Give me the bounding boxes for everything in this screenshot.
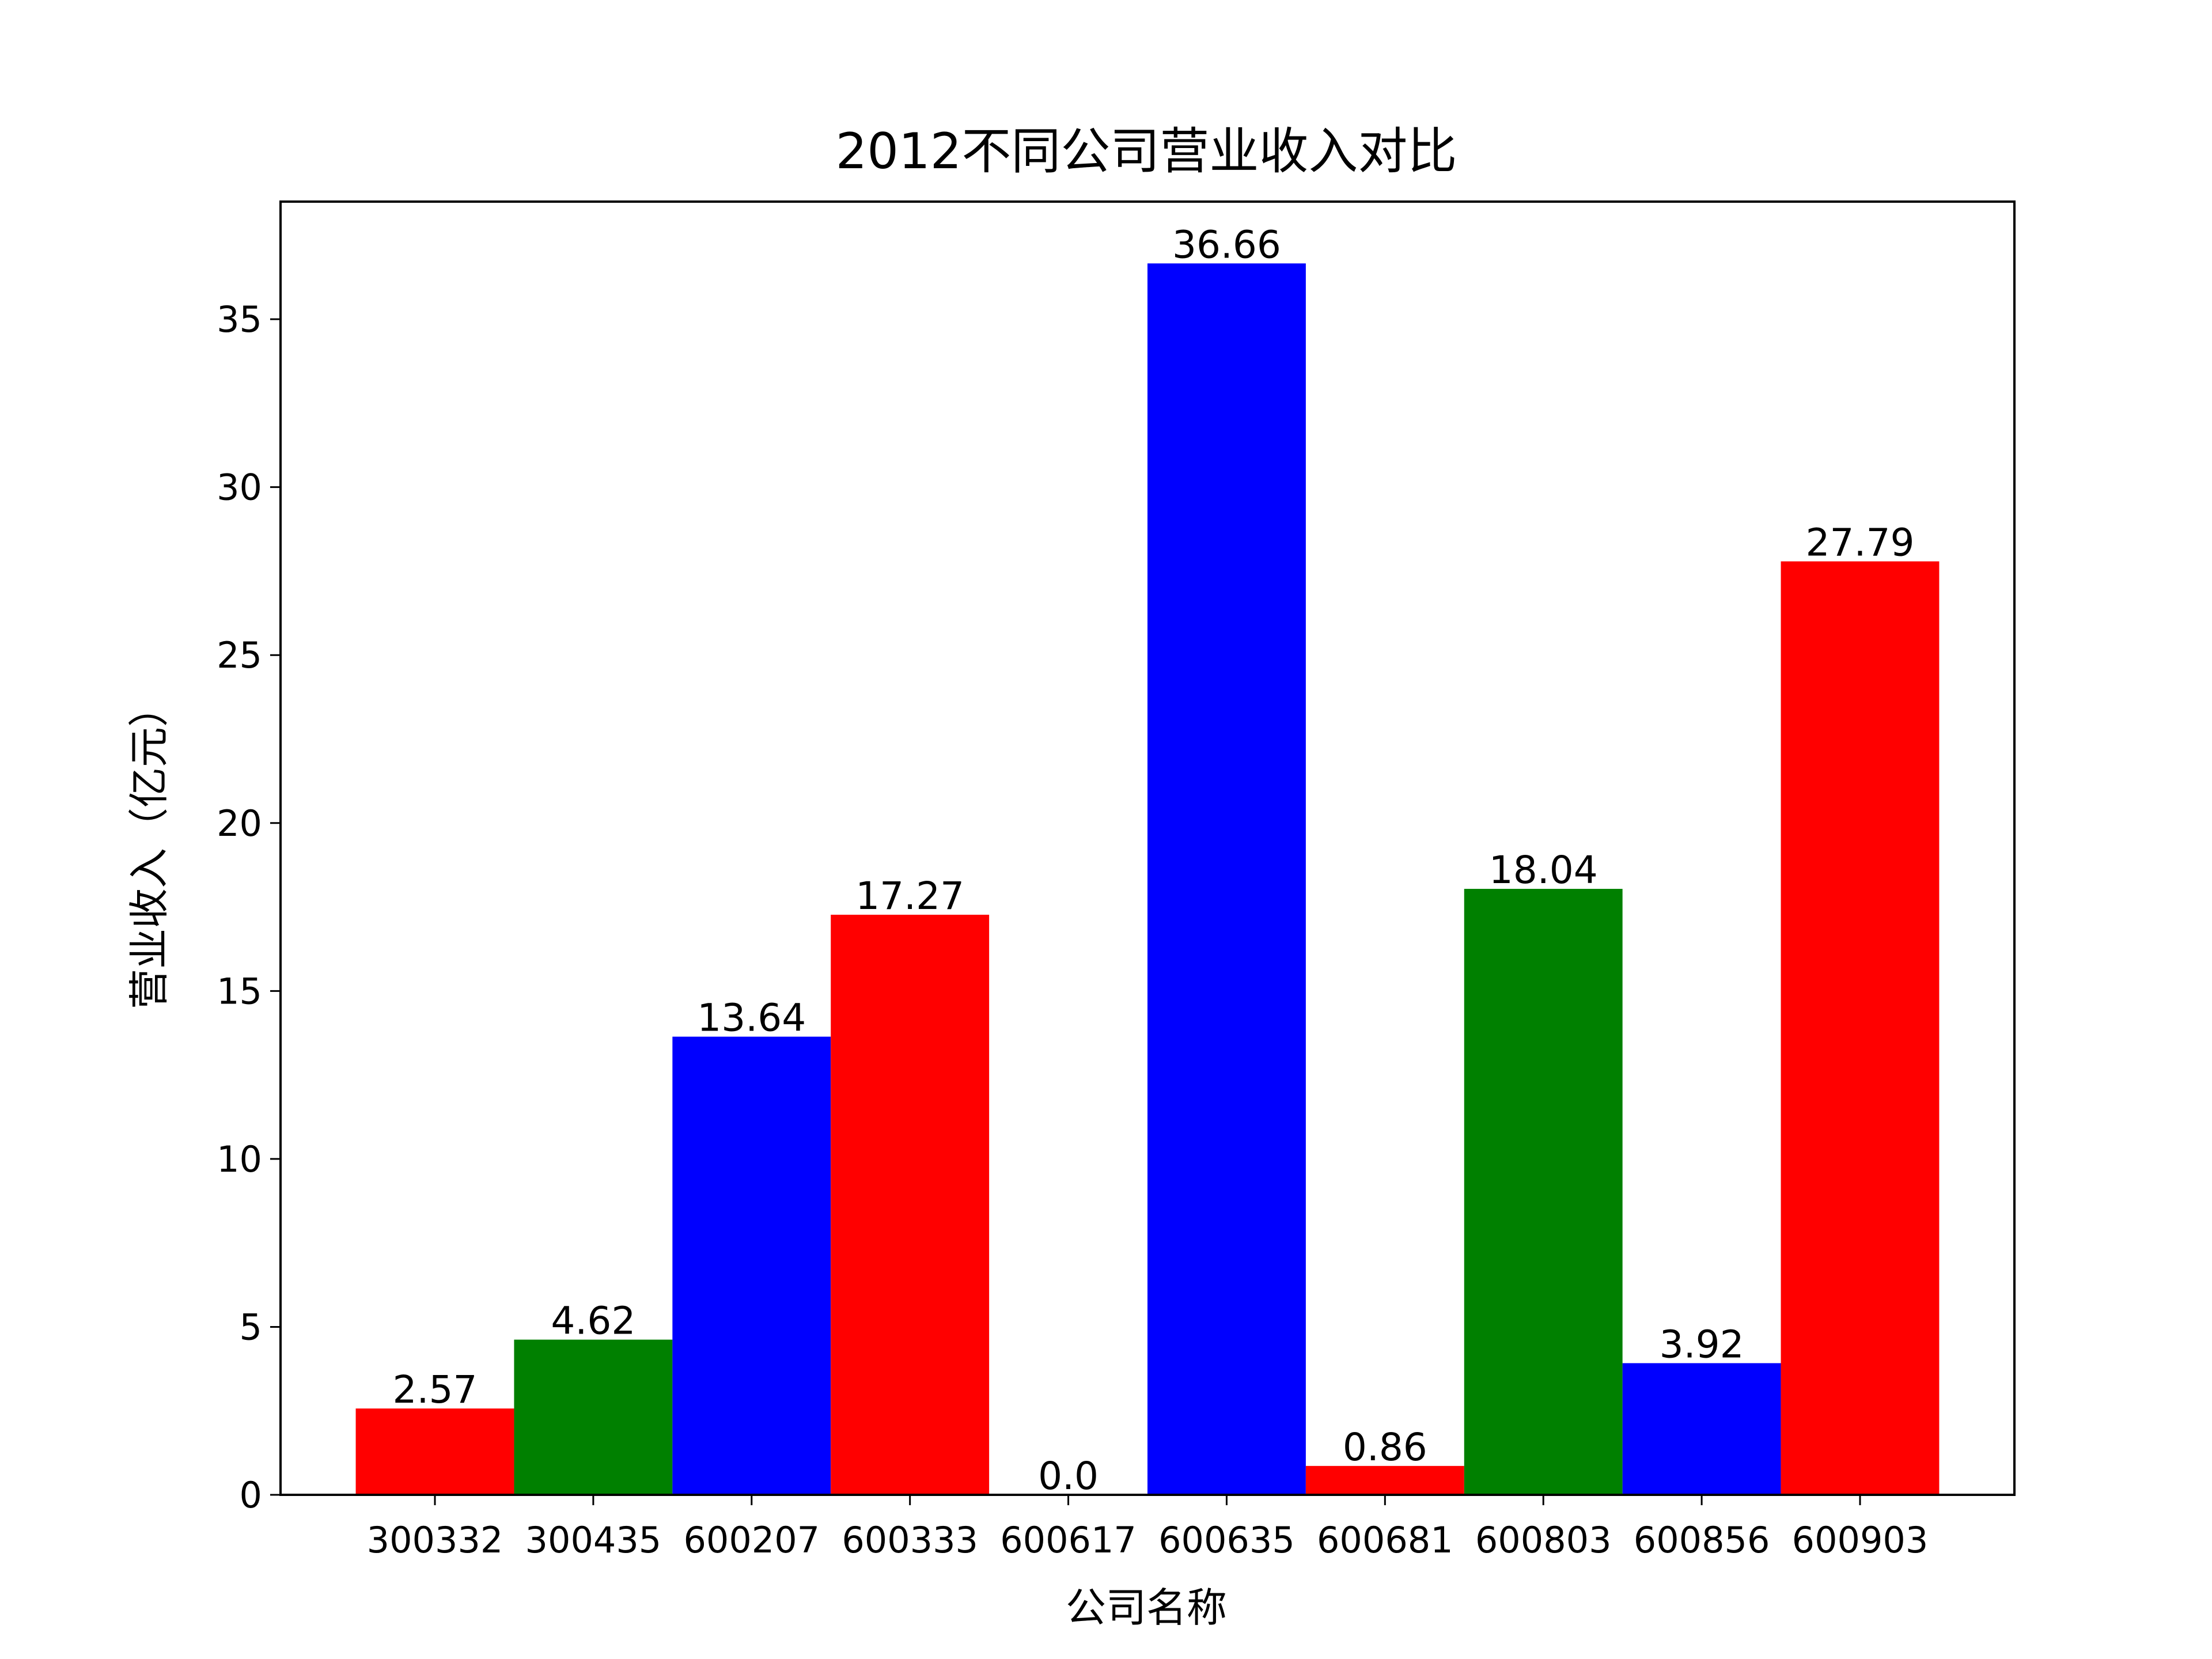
y-tick-label-5: 5 (240, 1306, 262, 1348)
chart-title: 2012不同公司营业收入对比 (836, 123, 1457, 180)
x-tick-label-300435: 300435 (525, 1519, 662, 1561)
bar-600333 (831, 914, 990, 1495)
data-labels-group: 2.57 4.62 13.64 17.27 0.0 36.66 0.86 18.04 3.92 2… (393, 222, 1915, 1498)
data-label-600803: 18.04 (1489, 848, 1598, 892)
y-tick-label-10: 10 (217, 1138, 262, 1180)
bar-600856 (1622, 1363, 1781, 1495)
bars-group (355, 263, 1940, 1495)
bar-600635 (1147, 263, 1306, 1495)
data-label-300332: 2.57 (393, 1368, 478, 1412)
x-tick-label-600903: 600903 (1792, 1519, 1929, 1561)
bar-300332 (355, 1408, 514, 1495)
y-tick-label-25: 25 (217, 634, 262, 676)
plot-frame (279, 200, 2016, 1496)
y-axis-label: 营业收入（亿元） (126, 687, 173, 1009)
data-label-600617: 0.0 (1038, 1454, 1099, 1498)
x-tick-label-600333: 600333 (842, 1519, 978, 1561)
x-axis: 300332 300435 600207 600333 600617 600635 6006… (367, 1495, 1929, 1561)
x-tick-label-300332: 300332 (367, 1519, 503, 1561)
bar-600681 (1305, 1465, 1464, 1495)
x-tick-label-600803: 600803 (1475, 1519, 1612, 1561)
x-axis-label: 公司名称 (1066, 1584, 1227, 1631)
data-label-600681: 0.86 (1343, 1425, 1427, 1469)
bar-600803 (1464, 889, 1623, 1495)
x-tick-label-600207: 600207 (683, 1519, 820, 1561)
y-tick-label-35: 35 (217, 298, 262, 340)
bar-600903 (1781, 561, 1940, 1495)
data-label-600635: 36.66 (1172, 222, 1281, 267)
x-tick-label-600856: 600856 (1634, 1519, 1770, 1561)
data-label-600207: 13.64 (697, 996, 806, 1040)
x-tick-label-600635: 600635 (1158, 1519, 1295, 1561)
x-tick-label-600681: 600681 (1317, 1519, 1453, 1561)
bar-300435 (514, 1339, 673, 1495)
data-label-600856: 3.92 (1660, 1322, 1744, 1366)
y-tick-label-30: 30 (217, 467, 262, 509)
data-label-300435: 4.62 (551, 1299, 635, 1343)
data-label-600903: 27.79 (1806, 521, 1915, 565)
y-tick-label-20: 20 (217, 802, 262, 844)
y-axis: 0 5 10 15 20 25 30 35 (217, 298, 281, 1516)
y-tick-label-15: 15 (217, 970, 262, 1012)
data-label-600333: 17.27 (855, 874, 964, 918)
y-tick-label-0: 0 (240, 1474, 262, 1516)
x-tick-label-600617: 600617 (1000, 1519, 1137, 1561)
bar-600207 (672, 1036, 831, 1495)
